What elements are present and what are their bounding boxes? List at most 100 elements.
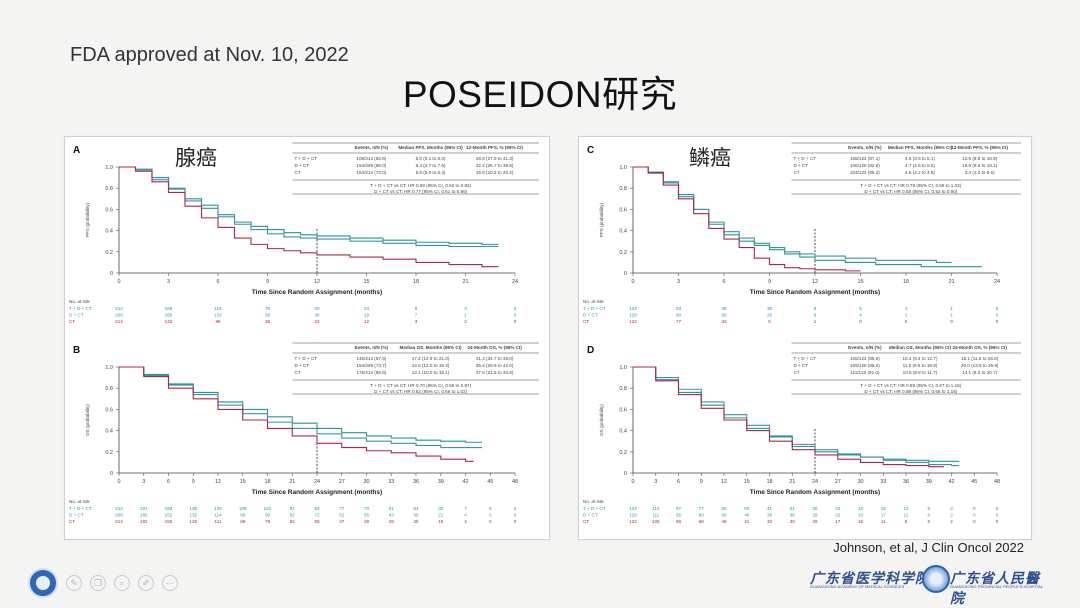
summary-table: Events, n/N (%) Median PFS, Months (95% C… bbox=[292, 142, 539, 195]
km-chart-d: DOS (probability)00.20.40.60.81.00 3 6 9 12 1… bbox=[583, 342, 1021, 524]
copy-icon[interactable]: ❐ bbox=[90, 575, 106, 591]
x-tick-label: 36 bbox=[903, 479, 909, 485]
risk-count: 209 bbox=[115, 513, 123, 518]
risk-count: 48 bbox=[721, 306, 727, 311]
right-figure-squamous: C 鳞癌 PFS (probability) 0 0.2 0.4 0.6 0.8 1.0 0 3 6 9… bbox=[578, 136, 1032, 540]
table-cell: 6.6 (5.1 to 8.0) bbox=[416, 156, 446, 161]
risk-count: 8 bbox=[927, 506, 930, 511]
y-axis-title: PFS (probability) bbox=[599, 202, 604, 237]
risk-count: 1 bbox=[950, 306, 953, 311]
risk-count: 191 bbox=[140, 506, 148, 511]
x-tick-label: 6 bbox=[677, 479, 680, 485]
x-tick-label: 21 bbox=[948, 279, 954, 285]
x-tick-label: 18 bbox=[264, 479, 270, 485]
table-cell: 4.6 (3.9 to 5.1) bbox=[905, 156, 935, 161]
y-axis-title: PFS (probability) bbox=[85, 202, 90, 237]
more-icon[interactable]: ⋯ bbox=[162, 575, 178, 591]
table-cell: 154/209 (73.7) bbox=[356, 363, 386, 368]
risk-count: 23 bbox=[835, 506, 841, 511]
risk-count: 0 bbox=[973, 519, 976, 524]
curve-ct bbox=[119, 366, 474, 462]
hazard-ratio: T + D + CT vs CT: HR 0.68 (95% CI, 0.52 … bbox=[370, 183, 471, 188]
risk-count: 0 bbox=[996, 506, 999, 511]
x-tick-label: 21 bbox=[462, 279, 468, 285]
table-cell: 106/128 (82.8) bbox=[850, 163, 880, 168]
x-tick-label: 42 bbox=[948, 479, 954, 485]
app-logo-icon[interactable] bbox=[28, 568, 58, 598]
risk-count: 82 bbox=[290, 513, 296, 518]
risk-count: 0 bbox=[996, 306, 999, 311]
x-tick-label: 45 bbox=[971, 479, 977, 485]
risk-count: 12 bbox=[903, 506, 909, 511]
table-header: Events, n/N (%) bbox=[355, 345, 389, 350]
pen-icon[interactable]: ✎ bbox=[66, 575, 82, 591]
table-header: 24-Month OS, % (95% CI) bbox=[952, 345, 1007, 350]
risk-count: 38 bbox=[767, 513, 773, 518]
table-cell: 175/214 (86.5) bbox=[356, 370, 386, 375]
risk-count: 77 bbox=[676, 319, 682, 324]
table-cell: 20.0 (13.6 to 26.9) bbox=[961, 363, 999, 368]
risk-row-label: D + CT bbox=[583, 313, 598, 318]
risk-count: 2 bbox=[950, 513, 953, 518]
risk-count: 25 bbox=[413, 519, 419, 524]
risk-row-label: T + D + CT bbox=[69, 306, 92, 311]
risk-count: 1 bbox=[814, 319, 817, 324]
table-cell: 14.1 (8.3 to 20.7) bbox=[962, 370, 997, 375]
risk-count: 70 bbox=[364, 506, 370, 511]
risk-count: 3 bbox=[464, 306, 467, 311]
table-row-label: T + D + CT bbox=[294, 356, 317, 361]
table-row-label: CT bbox=[294, 170, 300, 175]
risk-count: 19 bbox=[364, 313, 370, 318]
risk-count: 26 bbox=[812, 519, 818, 524]
y-tick-label: 1.0 bbox=[619, 165, 627, 171]
citation: Johnson, et al, J Clin Oncol 2022 bbox=[833, 540, 1024, 555]
risk-count: 33 bbox=[721, 319, 727, 324]
risk-count: 126 bbox=[189, 519, 197, 524]
risk-count: 77 bbox=[699, 506, 705, 511]
risk-count: 91 bbox=[290, 506, 296, 511]
hazard-ratio: T + D + CT vs CT: HR 0.88 (95% CI, 0.67 … bbox=[860, 383, 961, 388]
risk-count: 4 bbox=[859, 313, 862, 318]
risk-count: 90 bbox=[676, 313, 682, 318]
risk-count: 26 bbox=[812, 506, 818, 511]
panel-d: D OS (probability) 0 0.2 0.4 0.6 0.8 1.0 0 3 6 9 12 1… bbox=[579, 337, 1031, 539]
risk-count: 50 bbox=[721, 313, 727, 318]
table-cell: 106/124 (85.5) bbox=[850, 356, 880, 361]
risk-count: 0 bbox=[514, 319, 517, 324]
y-tick-label: 0.8 bbox=[619, 186, 627, 192]
risk-count: 214 bbox=[115, 319, 123, 324]
risk-count: 1 bbox=[464, 313, 467, 318]
zoom-icon[interactable]: ⌕ bbox=[114, 575, 130, 591]
table-header: 24-Month OS, % (95% CI) bbox=[467, 345, 522, 350]
table-cell: 26.6 (27.9 to 41.3) bbox=[476, 156, 514, 161]
risk-count: 36 bbox=[314, 313, 320, 318]
risk-row-label: D + CT bbox=[583, 513, 598, 518]
risk-count: 15 bbox=[881, 506, 887, 511]
y-tick-label: 0 bbox=[110, 271, 113, 277]
risk-count: 38 bbox=[364, 519, 370, 524]
y-tick-label: 0.6 bbox=[105, 207, 113, 213]
panel-letter: A bbox=[73, 145, 80, 156]
y-tick-label: 0.8 bbox=[105, 386, 113, 392]
hazard-ratio: D + CT vs CT: HR 0.82 (95% CI, 0.66 to 1… bbox=[374, 389, 467, 394]
risk-count: 120 bbox=[214, 506, 222, 511]
curve-d_ct bbox=[633, 366, 960, 467]
risk-count: 11 bbox=[904, 513, 909, 518]
y-axis-title: OS (probability) bbox=[85, 404, 90, 436]
risk-count: 152 bbox=[165, 513, 173, 518]
x-tick-label: 15 bbox=[363, 279, 369, 285]
table-row-label: D + CT bbox=[793, 363, 808, 368]
y-tick-label: 0.2 bbox=[619, 250, 627, 256]
y-tick-label: 0.4 bbox=[619, 429, 627, 435]
risk-count: 214 bbox=[115, 306, 123, 311]
y-tick-label: 0.2 bbox=[619, 450, 627, 456]
table-cell: 164/209 (86.0) bbox=[356, 163, 386, 168]
edit-icon[interactable]: ✐ bbox=[138, 575, 154, 591]
risk-label: No. at risk bbox=[69, 299, 90, 304]
x-tick-label: 27 bbox=[339, 479, 345, 485]
table-row-label: D + CT bbox=[793, 163, 808, 168]
x-tick-label: 0 bbox=[117, 279, 120, 285]
y-tick-label: 0.6 bbox=[619, 207, 627, 213]
risk-count: 83 bbox=[314, 506, 320, 511]
table-cell: 10.5 (8.8 to 11.7) bbox=[903, 370, 938, 375]
